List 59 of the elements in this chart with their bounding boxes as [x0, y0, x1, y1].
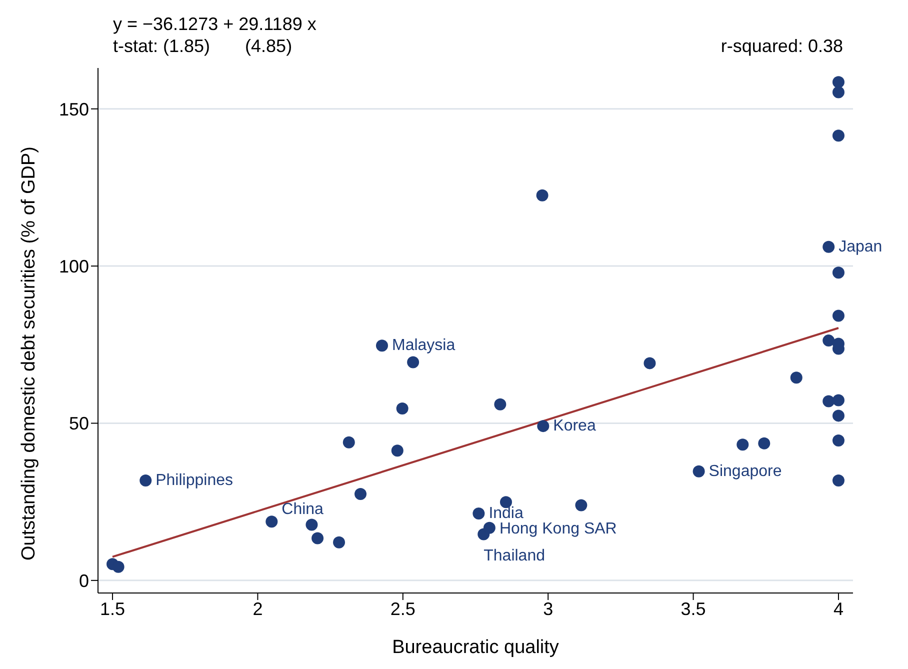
point	[396, 402, 408, 414]
point	[832, 266, 844, 279]
point	[692, 465, 705, 478]
point	[832, 474, 844, 486]
point	[790, 372, 802, 384]
x-tick-label: 2	[252, 598, 263, 619]
point	[822, 334, 835, 347]
y-axis-title: Outstanding domestic debt securities (% of GDP)	[18, 146, 40, 560]
point	[494, 398, 506, 410]
point	[832, 410, 844, 422]
point	[537, 420, 550, 432]
point	[832, 130, 844, 142]
point	[832, 310, 844, 322]
annotation: India	[488, 504, 524, 522]
point	[354, 488, 367, 500]
point	[312, 532, 324, 544]
point	[832, 76, 844, 88]
point	[333, 536, 346, 548]
point	[822, 240, 835, 253]
annotation: Hong Kong SAR	[499, 520, 617, 538]
annotation: Japan	[838, 238, 882, 256]
point	[140, 474, 152, 486]
point	[266, 516, 278, 528]
point	[342, 436, 355, 448]
x-axis-title: Bureaucratic quality	[392, 637, 560, 658]
annotation: Korea	[553, 418, 596, 435]
y-tick-label: 150	[58, 99, 89, 120]
point	[112, 560, 124, 573]
point	[483, 522, 496, 534]
x-tick-label: 3	[543, 598, 554, 619]
y-tick-label: 100	[58, 256, 89, 276]
point	[536, 189, 548, 202]
point	[644, 357, 656, 370]
point	[575, 499, 588, 512]
text: r-squared: 0.38	[720, 36, 843, 56]
point	[736, 438, 749, 451]
annotation: Malaysia	[392, 337, 456, 354]
point	[391, 444, 404, 457]
text: t-stat: (1.85) (4.85)	[113, 36, 292, 56]
annotation: China	[282, 501, 324, 518]
point	[306, 518, 318, 531]
point	[407, 356, 420, 368]
annotation: Thailand	[484, 548, 546, 565]
y-tick-label: 50	[68, 414, 89, 434]
x-tick-label: 2.5	[390, 598, 416, 619]
point	[832, 394, 844, 406]
y-tick-label: 0	[78, 570, 89, 591]
point	[376, 340, 388, 352]
point	[832, 434, 844, 447]
point	[832, 86, 844, 98]
text: y = −36.1273 + 29.1189 x	[113, 14, 316, 34]
x-tick-label: 1.5	[100, 598, 126, 619]
x-tick-label: 3.5	[680, 598, 706, 619]
point	[758, 437, 770, 450]
point	[822, 395, 835, 408]
x-tick-label: 4	[833, 598, 844, 619]
annotation: Philippines	[156, 472, 234, 489]
annotation: Singapore	[708, 462, 782, 480]
point	[472, 507, 485, 520]
